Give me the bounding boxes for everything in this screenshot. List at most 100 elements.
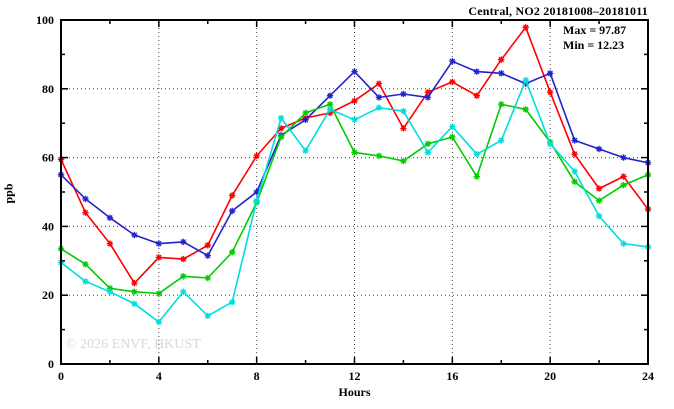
- data-point-marker: [180, 288, 187, 295]
- data-point-marker: [253, 152, 260, 160]
- data-point-marker: [522, 24, 529, 31]
- data-point-marker: [229, 207, 236, 215]
- data-point-marker: [229, 249, 236, 256]
- data-point-marker: [620, 181, 627, 189]
- data-point-marker: [131, 288, 138, 295]
- data-point-marker: [326, 92, 334, 99]
- data-point-marker: [375, 152, 383, 160]
- data-point-marker: [82, 209, 89, 216]
- data-point-marker: [595, 185, 603, 192]
- data-point-marker: [302, 116, 309, 123]
- data-point-marker: [424, 89, 432, 96]
- data-point-marker: [106, 288, 114, 295]
- data-point-marker: [595, 212, 603, 220]
- data-point-marker: [326, 106, 334, 113]
- data-point-marker: [326, 101, 334, 108]
- data-point-marker: [351, 97, 358, 105]
- x-tick-label: 20: [544, 369, 556, 383]
- x-axis-label: Hours: [338, 385, 371, 399]
- data-point-marker: [155, 240, 163, 247]
- data-point-marker: [449, 133, 456, 141]
- data-point-marker: [180, 238, 187, 246]
- data-point-marker: [620, 154, 627, 161]
- data-point-marker: [424, 94, 432, 101]
- data-point-marker: [546, 89, 554, 96]
- data-point-marker: [571, 178, 578, 185]
- y-tick-label: 100: [36, 13, 54, 27]
- y-tick-label: 20: [42, 288, 54, 302]
- data-point-marker: [106, 214, 114, 221]
- data-point-marker: [180, 255, 187, 263]
- data-point-marker: [253, 197, 260, 204]
- y-tick-label: 80: [42, 82, 54, 96]
- data-point-marker: [155, 318, 163, 326]
- data-point-marker: [498, 56, 505, 63]
- data-point-marker: [571, 150, 578, 158]
- data-point-marker: [473, 150, 480, 158]
- data-point-marker: [351, 149, 358, 156]
- x-tick-label: 4: [156, 369, 162, 383]
- data-point-marker: [546, 140, 554, 148]
- x-tick-label: 16: [446, 369, 458, 383]
- data-point-marker: [522, 80, 529, 87]
- data-point-marker: [449, 58, 456, 65]
- data-point-marker: [131, 279, 138, 287]
- data-point-marker: [498, 70, 505, 77]
- data-point-marker: [522, 106, 529, 113]
- data-point-marker: [620, 173, 627, 180]
- data-point-marker: [277, 133, 285, 141]
- data-point-marker: [204, 312, 211, 320]
- max-value-label: Max = 97.87: [563, 23, 627, 37]
- data-point-marker: [498, 137, 505, 144]
- y-axis-label: ppb: [1, 183, 16, 204]
- data-point-marker: [424, 149, 432, 156]
- data-point-marker: [571, 168, 578, 175]
- x-tick-label: 8: [254, 369, 260, 383]
- data-point-marker: [106, 285, 114, 292]
- data-point-marker: [424, 140, 432, 148]
- data-point-marker: [229, 298, 236, 306]
- data-point-marker: [375, 80, 383, 87]
- data-point-marker: [326, 109, 334, 117]
- data-point-marker: [375, 104, 383, 111]
- data-point-marker: [155, 290, 163, 297]
- data-point-marker: [449, 78, 456, 86]
- data-point-marker: [204, 274, 211, 282]
- data-point-marker: [180, 273, 187, 280]
- max-min-annotation: Max = 97.87 Min = 12.23: [563, 23, 626, 53]
- data-point-marker: [595, 145, 603, 153]
- data-point-marker: [277, 125, 285, 132]
- data-point-marker: [204, 252, 211, 259]
- data-point-marker: [277, 114, 285, 122]
- data-point-marker: [546, 70, 554, 77]
- y-tick-label: 0: [48, 357, 54, 371]
- y-tick-label: 60: [42, 151, 54, 165]
- data-point-marker: [131, 231, 138, 239]
- y-tick-label: 40: [42, 219, 54, 233]
- data-point-marker: [106, 240, 114, 247]
- data-point-marker: [82, 195, 89, 203]
- data-point-marker: [522, 77, 529, 84]
- data-point-marker: [498, 101, 505, 108]
- data-point-marker: [253, 188, 260, 196]
- data-point-marker: [595, 197, 603, 204]
- data-point-marker: [82, 261, 89, 268]
- x-tick-label: 24: [642, 369, 654, 383]
- data-point-marker: [400, 157, 407, 165]
- data-point-marker: [302, 147, 309, 154]
- data-point-marker: [375, 94, 383, 101]
- data-point-marker: [351, 116, 358, 123]
- watermark: © 2026 ENVF, HKUST: [66, 337, 201, 352]
- data-point-marker: [302, 109, 309, 117]
- data-point-marker: [351, 68, 358, 75]
- data-point-marker: [400, 90, 407, 98]
- data-point-marker: [449, 123, 456, 130]
- chart-title: Central, NO2 20181008–20181011: [468, 4, 648, 18]
- data-point-marker: [473, 173, 480, 180]
- data-point-marker: [400, 107, 407, 115]
- x-tick-label: 0: [58, 369, 64, 383]
- data-point-marker: [473, 68, 480, 75]
- min-value-label: Min = 12.23: [563, 38, 625, 52]
